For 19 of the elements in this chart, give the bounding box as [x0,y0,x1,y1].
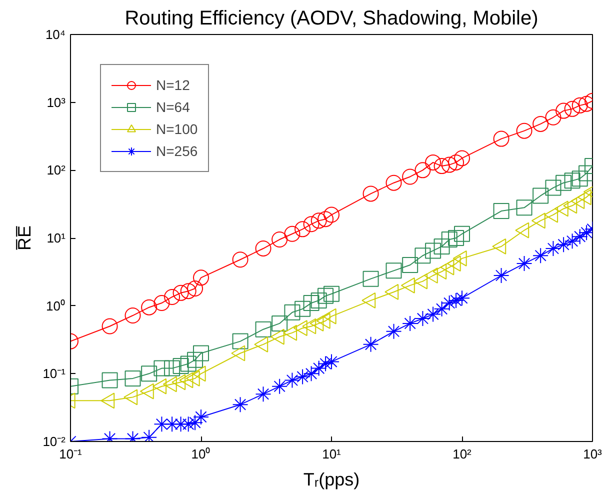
y-tick-label: 10⁴ [45,27,66,42]
y-tick-label: 10³ [46,94,66,110]
legend-label: N=256 [156,143,198,159]
y-tick-label: 10¹ [46,230,66,246]
legend-label: N=100 [156,121,198,137]
y-tick-label: 10⁰ [46,298,66,314]
x-tick-label: 10⁰ [191,446,211,462]
y-tick-label: 10⁻² [42,434,66,449]
y-tick-label: 10⁻¹ [42,366,66,382]
chart-title: Routing Efficiency (AODV, Shadowing, Mobile) [124,8,538,30]
legend-label: N=12 [156,77,190,93]
x-tick-label: 10¹ [322,446,342,462]
x-axis-title: Tᵣ(pps) [303,470,360,490]
y-axis-title: R̅E̅ [14,225,35,251]
legend-label: N=64 [156,99,190,115]
x-tick-label: 10⁻¹ [59,446,83,462]
x-tick-label: 10³ [583,446,603,462]
y-tick-label: 10² [46,162,66,178]
x-tick-label: 10² [452,446,472,462]
